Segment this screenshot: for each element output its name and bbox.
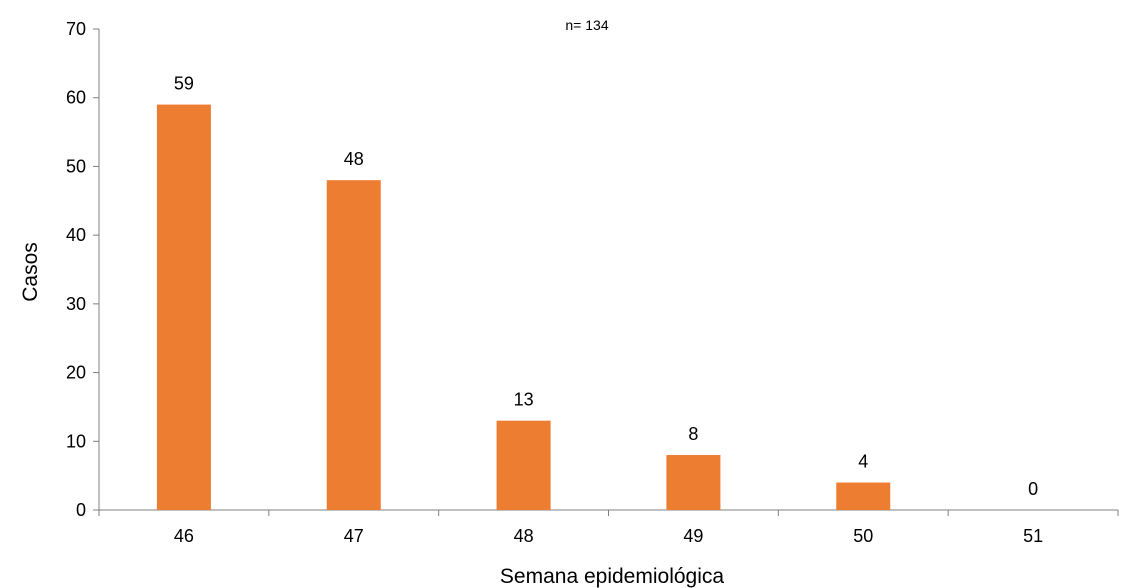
data-label: 4 <box>858 452 868 472</box>
x-tick-label: 50 <box>853 526 873 546</box>
data-label: 59 <box>174 74 194 94</box>
bar <box>666 455 721 510</box>
data-label: 48 <box>344 149 364 169</box>
x-tick-label: 48 <box>514 526 534 546</box>
data-label: 13 <box>514 390 534 410</box>
y-tick-label: 20 <box>66 363 86 383</box>
bar <box>156 104 211 510</box>
y-tick-label: 60 <box>66 88 86 108</box>
bars <box>156 104 891 510</box>
x-tick-label: 49 <box>683 526 703 546</box>
x-tick-label: 47 <box>344 526 364 546</box>
data-label: 8 <box>688 424 698 444</box>
y-tick-label: 40 <box>66 225 86 245</box>
x-tick-label: 46 <box>174 526 194 546</box>
sample-size-note: n= 134 <box>565 17 608 33</box>
y-tick-label: 70 <box>66 19 86 39</box>
data-label: 0 <box>1028 479 1038 499</box>
x-axis: 46 47 48 49 50 51 <box>98 509 1119 546</box>
x-tick-label: 51 <box>1023 526 1043 546</box>
x-axis-title: Semana epidemiológica <box>500 565 724 588</box>
y-tick-label: 30 <box>66 294 86 314</box>
y-axis-title: Casos <box>19 242 42 302</box>
bar <box>836 482 891 510</box>
y-tick-label: 10 <box>66 431 86 451</box>
y-axis: 0 10 20 30 40 50 60 70 <box>66 19 100 520</box>
bar <box>496 420 551 510</box>
bar <box>326 180 381 510</box>
data-labels: 59 48 13 8 4 0 <box>174 74 1038 499</box>
y-tick-label: 0 <box>76 500 86 520</box>
y-tick-label: 50 <box>66 156 86 176</box>
